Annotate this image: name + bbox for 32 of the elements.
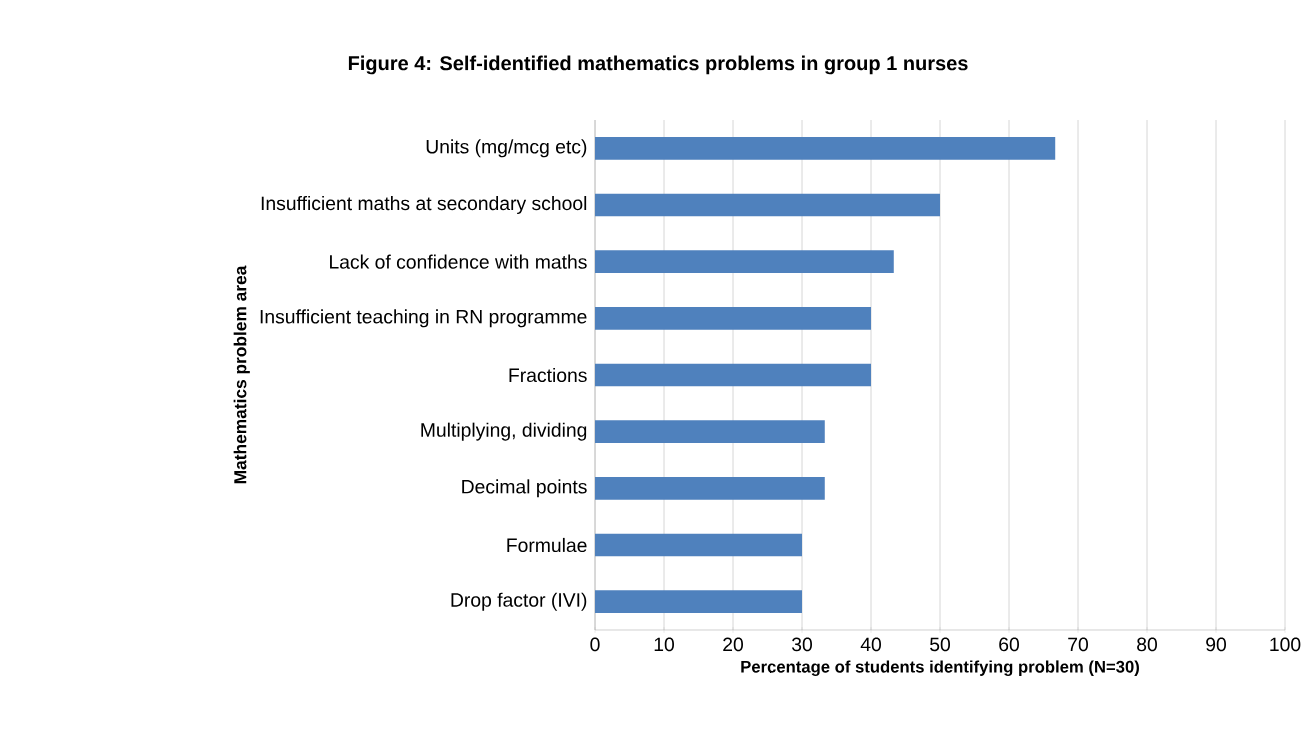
x-tick-label: 80 <box>1137 637 1157 652</box>
x-tick-label: 10 <box>654 637 674 652</box>
y-axis-title: Mathematics problem area <box>233 265 250 484</box>
x-tick-label: 50 <box>930 637 950 652</box>
y-tick-label: Insufficient teaching in RN programme <box>260 309 587 328</box>
y-tick-label: Units (mg/mcg etc) <box>426 139 587 158</box>
bar <box>595 193 940 217</box>
bar <box>595 590 803 613</box>
x-tick-label: 90 <box>1206 637 1226 652</box>
bar <box>595 307 871 330</box>
chart-title: Figure 4: Self-identified mathematics problems in group 1 nurses <box>348 55 968 75</box>
y-tick-label: Drop factor (IVI) <box>451 592 587 611</box>
bar <box>595 363 871 387</box>
x-tick-label: 40 <box>860 637 881 652</box>
y-tick-label: Formulae <box>507 537 587 553</box>
x-tick-label: 30 <box>791 637 812 652</box>
bar <box>595 420 825 443</box>
x-tick-label: 60 <box>999 637 1019 652</box>
x-tick-label: 0 <box>590 637 600 652</box>
bar <box>595 476 825 500</box>
y-tick-label: Fractions <box>509 367 587 383</box>
x-tick-label: 100 <box>1270 637 1301 652</box>
x-tick-label: 70 <box>1068 637 1088 652</box>
y-tick-label: Lack of confidence with maths <box>330 254 587 269</box>
bar <box>595 533 803 557</box>
x-axis-title: Percentage of students identifying problem (N=30) <box>741 660 1139 676</box>
x-tick-label: 20 <box>723 637 743 652</box>
y-tick-label: Multiplying, dividing <box>421 422 587 441</box>
y-tick-label: Insufficient maths at secondary school <box>261 195 587 215</box>
bar <box>595 250 894 273</box>
bar <box>595 137 1056 160</box>
y-tick-label: Decimal points <box>462 479 587 498</box>
